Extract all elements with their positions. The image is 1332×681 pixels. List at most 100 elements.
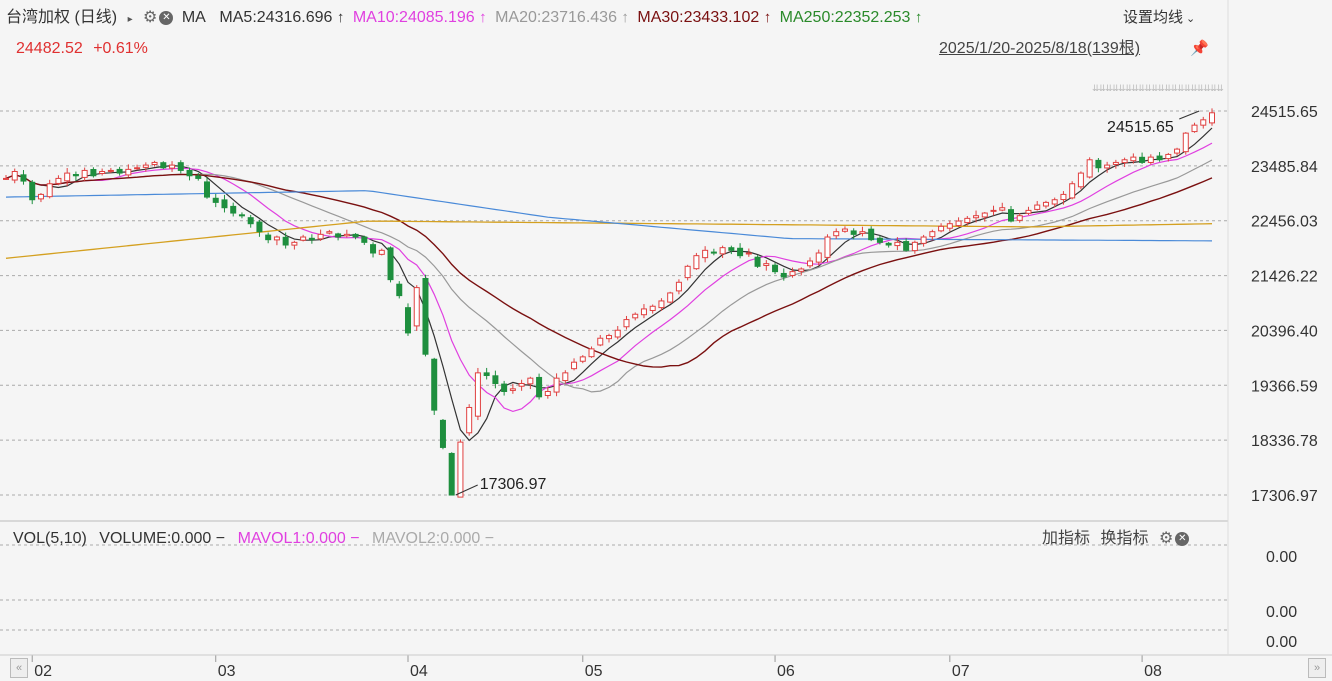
mavol2-dash: −: [484, 530, 495, 547]
event-markers-icon: ⇊⇊⇊⇊⇊⇊⇊⇊⇊⇊⇊⇊⇊⇊⇊⇊⇊⇊⇊⇊: [1092, 83, 1224, 93]
chevron-down-icon: ⌄: [1186, 13, 1196, 25]
ma-settings-button[interactable]: 设置均线 ⌄: [1123, 8, 1195, 29]
candle-body: [649, 305, 656, 311]
reference-line: [5, 190, 1213, 242]
candle-body: [719, 247, 726, 255]
candle-body: [693, 255, 700, 270]
candle-body: [352, 233, 359, 238]
vol-label[interactable]: VOL(5,10): [13, 530, 87, 547]
candle-body: [177, 162, 184, 171]
candle-body: [518, 383, 525, 387]
candle-body: [483, 372, 490, 377]
add-indicator-button[interactable]: 加指标: [1042, 530, 1091, 547]
x-tick-label: 02: [34, 663, 52, 680]
candle-body: [81, 169, 88, 178]
candle-body: [431, 358, 438, 411]
candle-body: [282, 236, 289, 246]
candle-body: [221, 199, 228, 209]
candle-body: [1060, 193, 1067, 201]
ma20-line: [5, 159, 1213, 393]
candle-body: [1051, 199, 1058, 205]
candle-body: [273, 236, 280, 241]
candle-body: [361, 236, 368, 243]
candle-body: [466, 406, 473, 434]
candle-body: [1008, 209, 1014, 222]
candle-body: [20, 174, 27, 182]
ma30-arrow-icon: ↑: [763, 9, 772, 26]
scroll-right-button[interactable]: »: [1308, 658, 1326, 678]
candle-body: [1077, 172, 1084, 188]
scroll-left-button[interactable]: «: [10, 658, 28, 678]
candle-body: [763, 263, 770, 266]
low-annotation: 17306.97: [480, 476, 547, 493]
x-tick-label: 08: [1144, 663, 1162, 680]
candle-body: [142, 164, 149, 168]
ma-settings-label: 设置均线: [1123, 9, 1184, 26]
pin-icon[interactable]: 📌: [1190, 40, 1209, 57]
candle-body: [1165, 153, 1172, 160]
candle-body: [405, 307, 411, 334]
caret-right-icon[interactable]: ▸: [127, 14, 133, 25]
switch-indicator-button[interactable]: 换指标: [1100, 530, 1149, 547]
date-range-button[interactable]: 2025/1/20-2025/8/18(139根): [939, 39, 1140, 59]
candle-body: [597, 337, 604, 346]
indicator-controls: 加指标 换指标 ⚙ ✕: [1042, 529, 1190, 549]
candle-body: [1209, 112, 1215, 124]
candle-body: [588, 348, 595, 358]
candle-body: [1112, 161, 1119, 165]
candle-body: [562, 372, 569, 382]
candle-body: [72, 174, 79, 177]
candle-body: [841, 228, 848, 232]
candle-body: [335, 233, 342, 238]
close-icon[interactable]: ✕: [159, 10, 174, 25]
candle-body: [981, 212, 988, 218]
candle-body: [536, 376, 543, 398]
y-tick-label: 23485.84: [1251, 159, 1318, 176]
mavol2-value: MAVOL2:0.000: [372, 530, 481, 547]
ma10-line: [5, 142, 1213, 413]
candle-body: [1086, 159, 1093, 178]
candle-body: [667, 292, 674, 303]
candle-body: [1016, 215, 1023, 221]
ma-label: MA: [181, 9, 205, 26]
candle-body: [317, 233, 324, 240]
volume-dash: −: [215, 530, 226, 547]
candle-body: [894, 241, 901, 247]
gear-icon[interactable]: ⚙: [1158, 530, 1174, 547]
candle-body: [492, 375, 499, 385]
candle-body: [195, 175, 202, 179]
candle-body: [169, 164, 176, 169]
candle-body: [457, 441, 464, 498]
candle-body: [571, 361, 578, 370]
candle-body: [780, 272, 787, 278]
last-price: 24482.52: [16, 40, 83, 57]
y-tick-label: 21426.22: [1251, 269, 1318, 286]
index-title[interactable]: 台湾加权 (日线): [6, 9, 118, 26]
candle-body: [1130, 156, 1137, 162]
candle-body: [300, 236, 307, 241]
candle-body: [1200, 119, 1207, 126]
candle-body: [640, 308, 647, 316]
candle-body: [1034, 204, 1041, 210]
x-tick-label: 04: [410, 663, 428, 680]
candle-body: [509, 388, 516, 391]
candle-body: [807, 260, 813, 267]
candle-body: [439, 419, 446, 448]
candle-body: [370, 244, 377, 254]
candle-body: [999, 207, 1006, 211]
candle-body: [553, 377, 560, 393]
candle-body: [1147, 156, 1154, 163]
candle-body: [1191, 124, 1198, 133]
ma20-value: MA20:23716.436: [495, 9, 617, 26]
candle-body: [938, 225, 945, 232]
y-tick-label: 22456.03: [1251, 214, 1318, 231]
candle-body: [99, 170, 106, 174]
gear-icon[interactable]: ⚙: [143, 9, 158, 26]
candle-body: [256, 221, 263, 233]
ma10-arrow-icon: ↑: [479, 9, 487, 26]
candle-body: [876, 237, 883, 243]
high-annotation: 24515.65: [1107, 119, 1174, 136]
ma250-value: MA250:22352.253: [779, 9, 911, 26]
close-icon[interactable]: ✕: [1175, 531, 1190, 546]
